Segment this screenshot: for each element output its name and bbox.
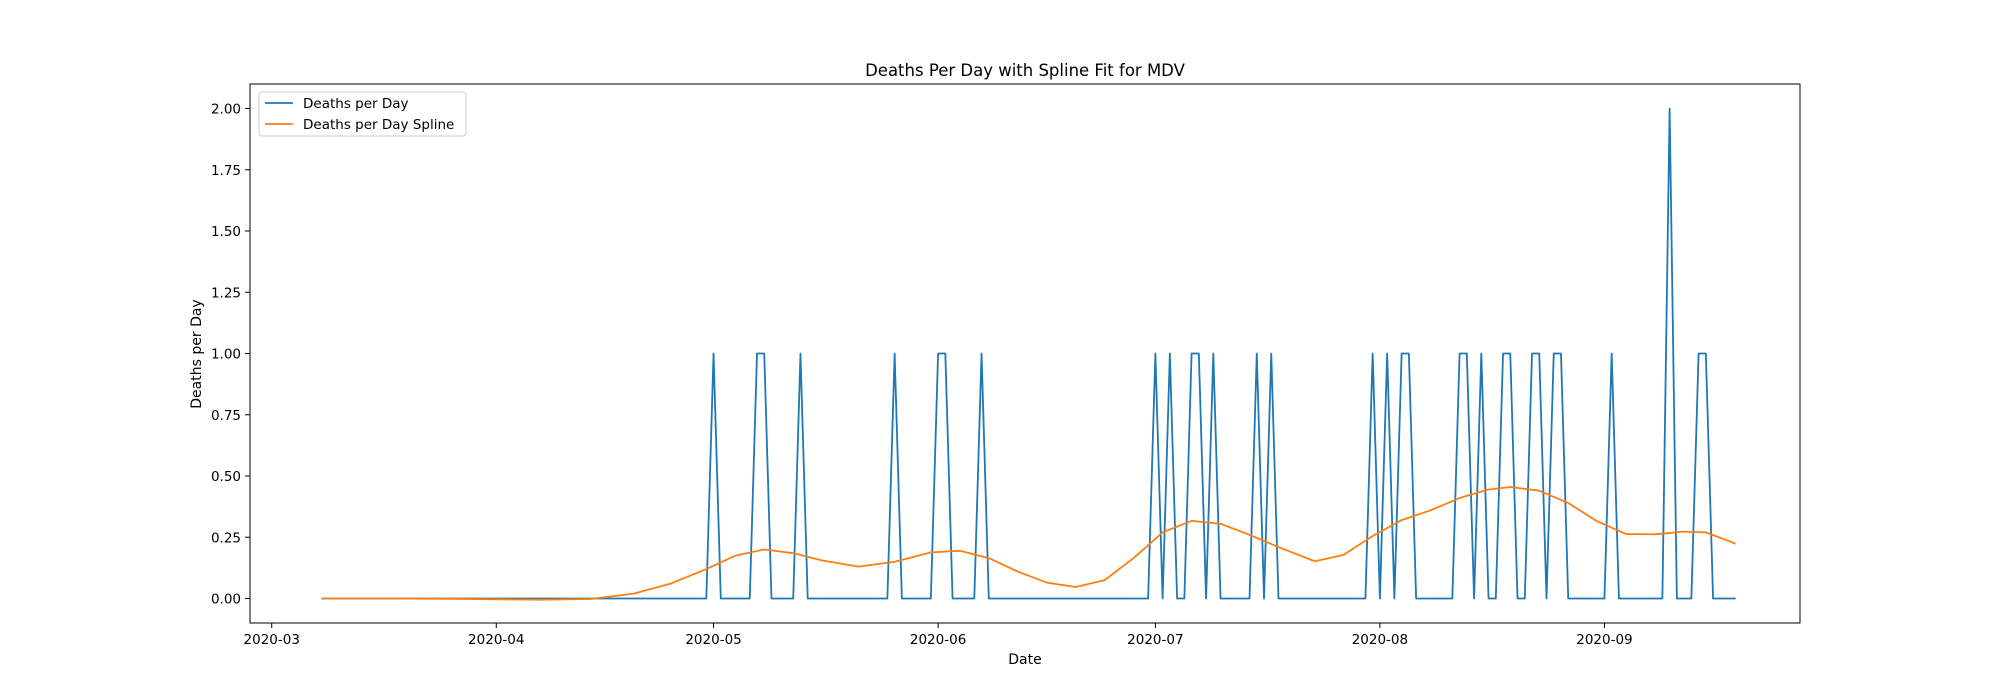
y-tick-label: 0.75 [211, 408, 241, 424]
legend-label: Deaths per Day Spline [303, 117, 454, 133]
y-tick-label: 1.75 [211, 163, 241, 179]
y-tick-label: 1.50 [211, 224, 241, 240]
y-tick-label: 2.00 [211, 102, 241, 118]
x-tick-label: 2020-09 [1576, 632, 1632, 648]
x-tick-label: 2020-08 [1352, 632, 1408, 648]
y-tick-label: 0.50 [211, 469, 241, 485]
x-tick-label: 2020-07 [1127, 632, 1183, 648]
x-tick-label: 2020-05 [685, 632, 741, 648]
x-tick-label: 2020-06 [910, 632, 966, 648]
series-line-deaths-per-day [321, 107, 1736, 600]
y-tick-label: 1.00 [211, 347, 241, 363]
y-tick-label: 0.00 [211, 592, 241, 608]
x-tick-label: 2020-03 [244, 632, 300, 648]
legend-label: Deaths per Day [303, 96, 409, 112]
y-tick-label: 0.25 [211, 530, 241, 546]
legend: Deaths per Day Deaths per Day Spline [258, 91, 467, 137]
x-axis-label: Date [1008, 652, 1041, 668]
legend-box [258, 91, 467, 137]
chart-title: Deaths Per Day with Spline Fit for MDV [865, 61, 1185, 80]
y-tick-label: 1.25 [211, 285, 241, 301]
x-axis: 2020-03 2020-04 2020-05 2020-06 2020-07 2020-… [244, 623, 1633, 648]
series-line-deaths-per-day-spline [321, 486, 1736, 601]
x-tick-label: 2020-04 [468, 632, 524, 648]
y-axis: 0.00 0.25 0.50 0.75 1.00 1.25 1.50 1.75 2.00 [211, 102, 250, 608]
y-axis-label: Deaths per Day [189, 299, 205, 408]
plot-area [321, 107, 1736, 601]
